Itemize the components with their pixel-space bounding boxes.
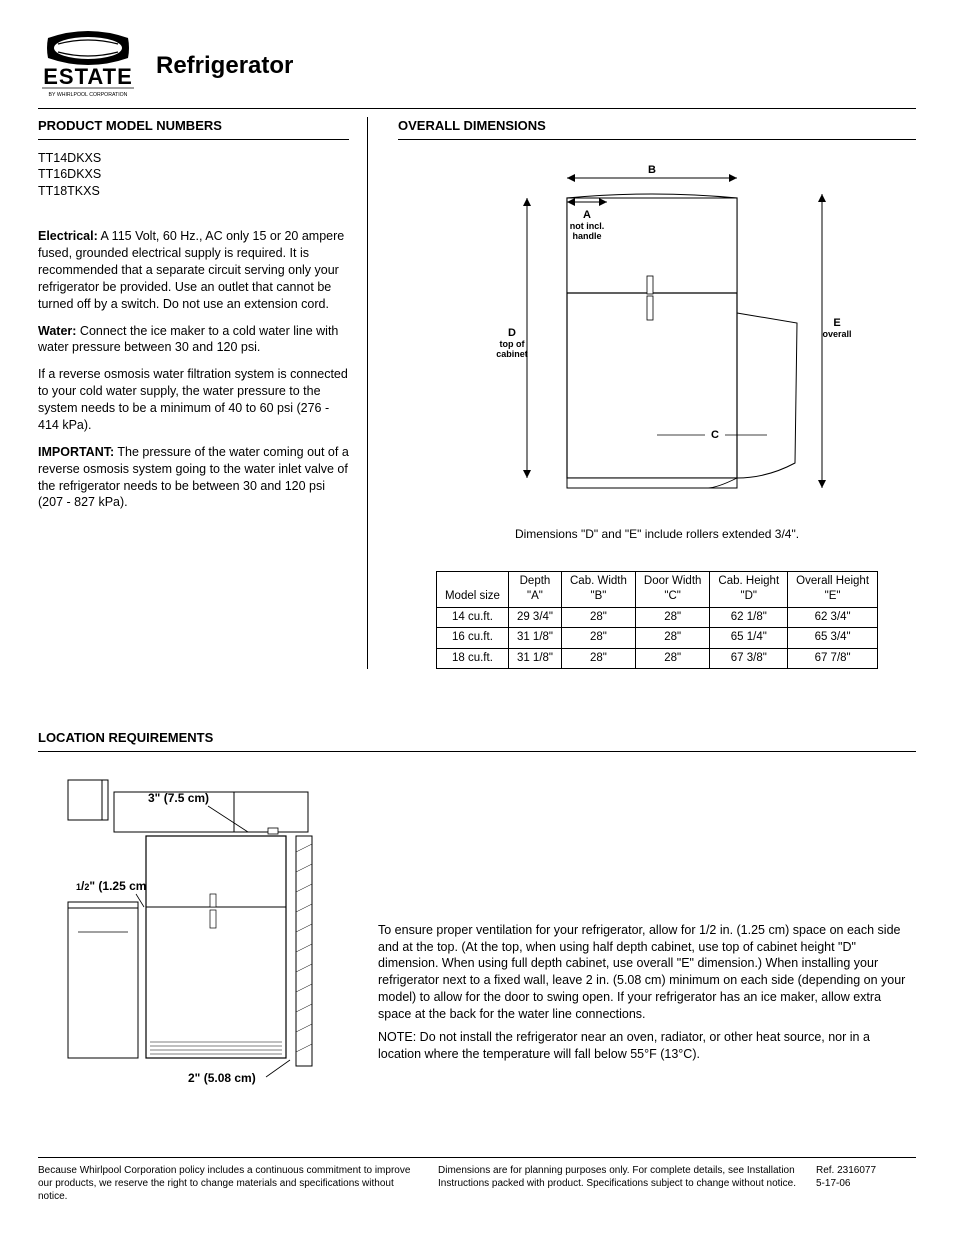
location-heading: LOCATION REQUIREMENTS bbox=[38, 729, 916, 747]
left-column: PRODUCT MODEL NUMBERS TT14DKXS TT16DKXS … bbox=[38, 117, 368, 669]
important-lead: IMPORTANT: bbox=[38, 445, 114, 459]
dimensions-divider bbox=[398, 139, 916, 140]
table-cell: 28" bbox=[635, 628, 710, 649]
header: ESTATE BY WHIRLPOOL CORPORATION Refriger… bbox=[38, 30, 916, 98]
table-cell: 28" bbox=[635, 607, 710, 628]
table-header: Model size bbox=[436, 571, 508, 607]
overall-dimensions-heading: OVERALL DIMENSIONS bbox=[398, 117, 916, 135]
table-cell: 28" bbox=[562, 628, 636, 649]
table-row: 16 cu.ft. 31 1/8" 28" 28" 65 1/4" 65 3/4… bbox=[436, 628, 877, 649]
footer-mid: Dimensions are for planning purposes onl… bbox=[438, 1164, 816, 1203]
table-header: Door Width"C" bbox=[635, 571, 710, 607]
location-para2: NOTE: Do not install the refrigerator ne… bbox=[378, 1029, 916, 1063]
footer-row: Because Whirlpool Corporation policy inc… bbox=[38, 1164, 916, 1203]
table-cell: 18 cu.ft. bbox=[436, 648, 508, 669]
table-cell: 65 3/4" bbox=[788, 628, 878, 649]
svg-text:D: D bbox=[508, 327, 516, 339]
svg-text:overall: overall bbox=[822, 329, 851, 339]
footer-ref: Ref. 2316077 bbox=[816, 1164, 916, 1177]
location-section: LOCATION REQUIREMENTS 3" (7.5 cm) 1/2" (… bbox=[38, 729, 916, 1096]
label-b: B bbox=[648, 164, 656, 176]
footer-right: Ref. 2316077 5-17-06 bbox=[816, 1164, 916, 1203]
table-header: Cab. Width"B" bbox=[562, 571, 636, 607]
svg-text:3" (7.5 cm): 3" (7.5 cm) bbox=[148, 791, 209, 805]
table-cell: 29 3/4" bbox=[508, 607, 561, 628]
water-text: Connect the ice maker to a cold water li… bbox=[38, 324, 338, 355]
location-diagram: 3" (7.5 cm) 1/2" (1.25 cm) bbox=[38, 772, 338, 1097]
location-row: 3" (7.5 cm) 1/2" (1.25 cm) bbox=[38, 772, 916, 1097]
svg-text:cabinet: cabinet bbox=[496, 349, 528, 359]
footer-divider bbox=[38, 1157, 916, 1158]
table-header: Depth"A" bbox=[508, 571, 561, 607]
footer: Because Whirlpool Corporation policy inc… bbox=[38, 1157, 916, 1203]
table-cell: 31 1/8" bbox=[508, 628, 561, 649]
table-cell: 67 3/8" bbox=[710, 648, 788, 669]
table-header: Overall Height"E" bbox=[788, 571, 878, 607]
svg-text:not incl.: not incl. bbox=[570, 221, 605, 231]
reverse-osmosis-para: If a reverse osmosis water filtration sy… bbox=[38, 366, 349, 434]
svg-text:BY WHIRLPOOL CORPORATION: BY WHIRLPOOL CORPORATION bbox=[49, 92, 128, 98]
table-cell: 28" bbox=[562, 607, 636, 628]
table-cell: 16 cu.ft. bbox=[436, 628, 508, 649]
main-two-column: PRODUCT MODEL NUMBERS TT14DKXS TT16DKXS … bbox=[38, 117, 916, 669]
diagram-note: Dimensions "D" and "E" include rollers e… bbox=[398, 526, 916, 542]
table-row: 14 cu.ft. 29 3/4" 28" 28" 62 1/8" 62 3/4… bbox=[436, 607, 877, 628]
model-list: TT14DKXS TT16DKXS TT18TKXS bbox=[38, 150, 349, 201]
footer-date: 5-17-06 bbox=[816, 1177, 916, 1190]
electrical-lead: Electrical: bbox=[38, 229, 98, 243]
table-row: 18 cu.ft. 31 1/8" 28" 28" 67 3/8" 67 7/8… bbox=[436, 648, 877, 669]
model-number: TT18TKXS bbox=[38, 183, 349, 200]
water-lead: Water: bbox=[38, 324, 76, 338]
table-header: Cab. Height"D" bbox=[710, 571, 788, 607]
svg-text:2" (5.08 cm): 2" (5.08 cm) bbox=[188, 1071, 256, 1085]
svg-text:handle: handle bbox=[572, 231, 601, 241]
table-cell: 14 cu.ft. bbox=[436, 607, 508, 628]
table-cell: 28" bbox=[635, 648, 710, 669]
page-title: Refrigerator bbox=[156, 50, 293, 82]
svg-text:A: A bbox=[583, 209, 591, 221]
table-cell: 62 1/8" bbox=[710, 607, 788, 628]
footer-left: Because Whirlpool Corporation policy inc… bbox=[38, 1164, 438, 1203]
table-cell: 31 1/8" bbox=[508, 648, 561, 669]
table-header-row: Model size Depth"A" Cab. Width"B" Door W… bbox=[436, 571, 877, 607]
table-cell: 28" bbox=[562, 648, 636, 669]
estate-logo: ESTATE BY WHIRLPOOL CORPORATION bbox=[38, 30, 138, 98]
location-para1: To ensure proper ventilation for your re… bbox=[378, 922, 916, 1023]
svg-text:ESTATE: ESTATE bbox=[43, 64, 133, 89]
svg-text:C: C bbox=[711, 429, 719, 441]
refrigerator-diagram: B A not incl. handle D top of cabinet bbox=[398, 158, 916, 513]
water-para: Water: Connect the ice maker to a cold w… bbox=[38, 323, 349, 357]
product-models-heading: PRODUCT MODEL NUMBERS bbox=[38, 117, 349, 135]
models-divider bbox=[38, 139, 349, 140]
dimensions-table: Model size Depth"A" Cab. Width"B" Door W… bbox=[436, 571, 878, 670]
right-column: OVERALL DIMENSIONS bbox=[368, 117, 916, 669]
location-text: To ensure proper ventilation for your re… bbox=[378, 772, 916, 1097]
header-divider bbox=[38, 108, 916, 109]
electrical-para: Electrical: A 115 Volt, 60 Hz., AC only … bbox=[38, 228, 349, 312]
svg-text:top of: top of bbox=[500, 339, 526, 349]
table-cell: 67 7/8" bbox=[788, 648, 878, 669]
model-number: TT14DKXS bbox=[38, 150, 349, 167]
location-divider bbox=[38, 751, 916, 752]
important-para: IMPORTANT: The pressure of the water com… bbox=[38, 444, 349, 512]
svg-text:1/2" (1.25 cm): 1/2" (1.25 cm) bbox=[76, 879, 150, 893]
model-number: TT16DKXS bbox=[38, 166, 349, 183]
table-cell: 65 1/4" bbox=[710, 628, 788, 649]
table-cell: 62 3/4" bbox=[788, 607, 878, 628]
svg-text:E: E bbox=[833, 317, 840, 329]
